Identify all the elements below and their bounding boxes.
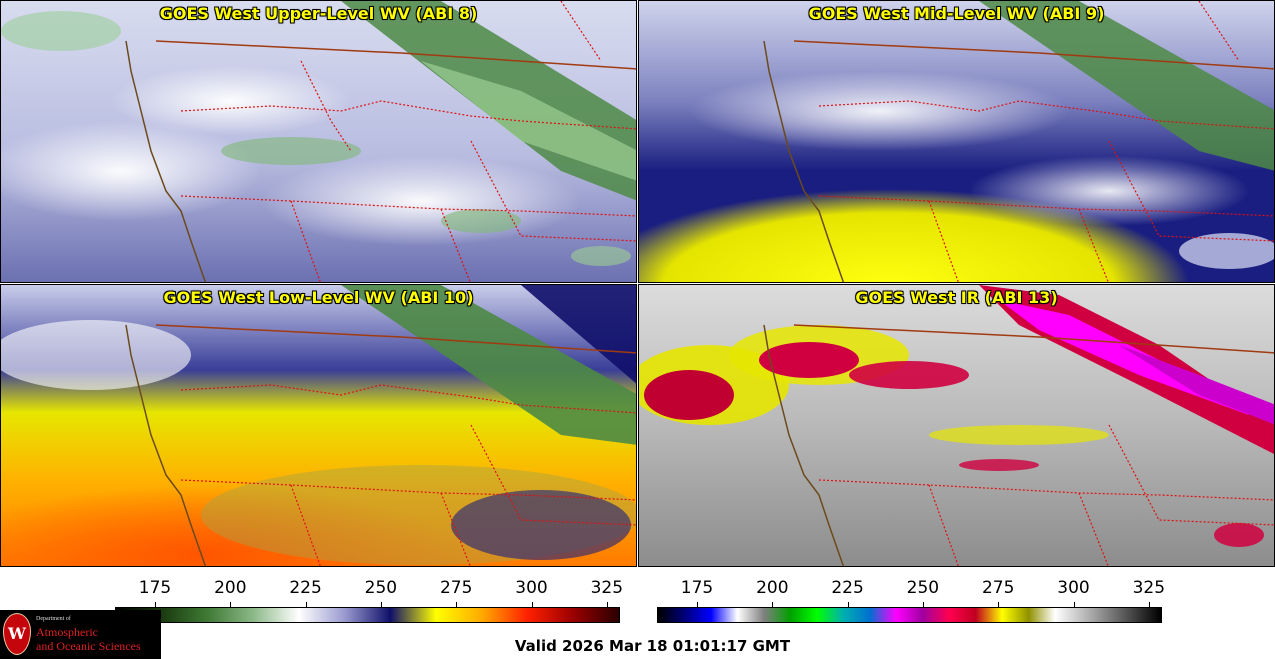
logo-department: Department of <box>36 616 71 622</box>
logo-line-1: Atmospheric <box>36 625 98 639</box>
aos-logo: W Department of Atmospheric and Oceanic … <box>0 610 161 659</box>
uw-crest-icon: W <box>3 613 31 655</box>
ir-colorbar-tick-mark <box>1073 602 1075 607</box>
ir-colorbar-tick-label: 325 <box>1132 578 1166 598</box>
wv-colorbar-tick-label: 250 <box>364 578 398 598</box>
wv-colorbar-tick-label: 325 <box>590 578 624 598</box>
wv-colorbar-tick-mark <box>155 602 156 607</box>
ir-colorbar-tick-mark <box>998 602 1000 607</box>
panel-title: GOES West Mid-Level WV (ABI 9) <box>808 4 1105 23</box>
panel-ir: GOES West IR (ABI 13) <box>638 284 1275 567</box>
ir-colorbar-tick-label: 200 <box>756 578 789 598</box>
ir-colorbar-tick-mark <box>922 602 924 607</box>
ir-colorbar-gradient <box>657 607 1162 623</box>
wv-colorbar-tick-label: 300 <box>515 578 548 598</box>
panel-title: GOES West Low-Level WV (ABI 10) <box>163 288 474 307</box>
wv-colorbar-tick-label: 275 <box>439 578 473 598</box>
panel-mid-level-wv: GOES West Mid-Level WV (ABI 9) <box>638 0 1275 283</box>
wv-colorbar-tick-mark <box>305 602 307 607</box>
wv-colorbar-gradient <box>115 607 620 623</box>
ir-colorbar-tick-label: 300 <box>1057 578 1090 598</box>
ir-colorbar: 175 200 225 250 275 300 325 <box>657 578 1166 626</box>
wv-colorbar-tick-mark <box>380 602 382 607</box>
wv-colorbar-tick-label: 225 <box>289 578 322 598</box>
valid-time: Valid 2026 Mar 18 01:01:17 GMT <box>514 637 791 655</box>
panel-title: GOES West IR (ABI 13) <box>855 288 1058 307</box>
ir-colorbar-tick-label: 225 <box>831 578 864 598</box>
mid-level-wv-image <box>639 1 1274 282</box>
low-level-wv-image <box>1 285 636 566</box>
ir-colorbar-tick-label: 275 <box>981 578 1015 598</box>
wv-colorbar-tick-mark <box>531 602 533 607</box>
ir-colorbar-tick-label: 175 <box>680 578 714 598</box>
panel-title: GOES West Upper-Level WV (ABI 8) <box>159 4 478 23</box>
panel-upper-level-wv: GOES West Upper-Level WV (ABI 8) <box>0 0 637 283</box>
panel-low-level-wv: GOES West Low-Level WV (ABI 10) <box>0 284 637 567</box>
wv-colorbar-tick-mark <box>456 602 458 607</box>
wv-colorbar-tick-mark <box>230 602 232 607</box>
ir-colorbar-tick-mark <box>772 602 774 607</box>
ir-image <box>639 285 1274 566</box>
logo-line-2: and Oceanic Sciences <box>36 639 141 653</box>
wv-colorbar-tick-mark <box>606 602 608 607</box>
ir-colorbar-tick-mark <box>697 602 698 607</box>
wv-colorbar-tick-label: 200 <box>214 578 247 598</box>
wv-colorbar-ticks: 175 200 225 250 275 300 325 <box>115 578 624 607</box>
ir-colorbar-tick-label: 250 <box>906 578 940 598</box>
ir-colorbar-tick-mark <box>847 602 849 607</box>
ir-colorbar-ticks: 175 200 225 250 275 300 325 <box>657 578 1166 607</box>
ir-colorbar-tick-mark <box>1148 602 1150 607</box>
wv-colorbar-tick-label: 175 <box>138 578 172 598</box>
wv-colorbar: 175 200 225 250 275 300 325 <box>115 578 624 626</box>
upper-level-wv-image <box>1 1 636 282</box>
